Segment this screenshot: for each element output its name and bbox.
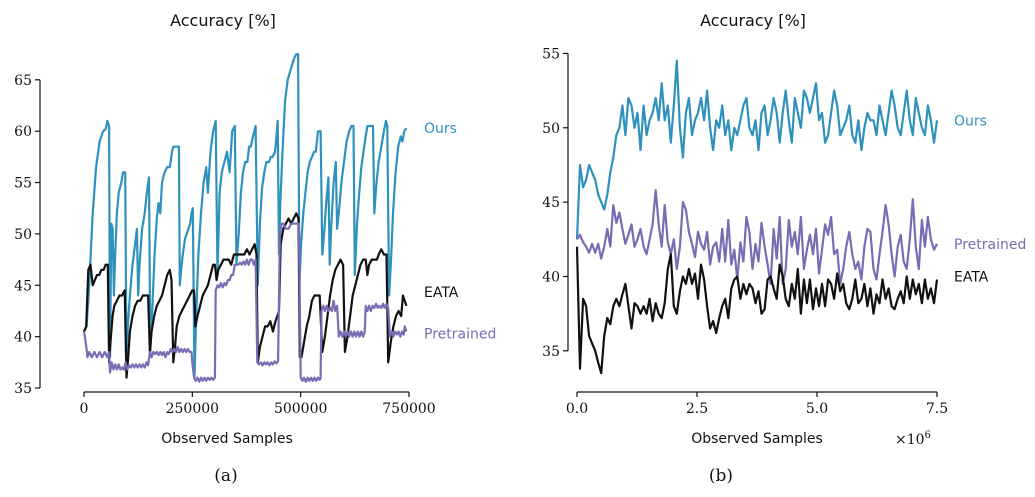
chart-a-x-tick-label: 750000 bbox=[382, 401, 435, 417]
chart-a-y-tick-label: 50 bbox=[14, 227, 32, 243]
chart-a-series-label-eata: EATA bbox=[424, 285, 459, 301]
chart-a-title: Accuracy [%] bbox=[170, 11, 276, 30]
chart-b-series-ours bbox=[575, 59, 939, 240]
chart-b-x-multiplier: ×106 bbox=[895, 430, 931, 448]
chart-a-y-tick-label: 35 bbox=[14, 381, 32, 397]
chart-b-title: Accuracy [%] bbox=[700, 11, 806, 30]
chart-a-series-pretrained bbox=[82, 222, 408, 383]
chart-b-series-label-pretrained: Pretrained bbox=[954, 237, 1026, 253]
chart-a-series-label-pretrained: Pretrained bbox=[424, 327, 496, 343]
chart-a-series-ours bbox=[83, 53, 408, 379]
chart-a: Accuracy [%] 35 40 45 50 55 60 65 0 250000 500000 7… bbox=[14, 11, 496, 447]
chart-b-series-pretrained bbox=[576, 189, 938, 285]
chart-b-y-tick-label: 35 bbox=[542, 344, 560, 360]
chart-a-x-label: Observed Samples bbox=[161, 431, 293, 447]
chart-a-series-eata bbox=[82, 212, 408, 379]
chart-a-x-tick-label: 500000 bbox=[274, 401, 327, 417]
chart-a-y-tick-label: 60 bbox=[14, 124, 32, 140]
chart-a-y-tick-label: 40 bbox=[14, 330, 32, 346]
caption-b: (b) bbox=[708, 466, 734, 486]
chart-a-x-tick-label: 0 bbox=[80, 401, 89, 417]
chart-b-y-tick-label: 55 bbox=[542, 46, 560, 62]
chart-b-x-tick-label: 7.5 bbox=[926, 401, 948, 417]
chart-b-series-eata bbox=[575, 246, 939, 375]
chart-b-y-tick-label: 50 bbox=[542, 121, 560, 137]
caption-a: (a) bbox=[214, 466, 238, 486]
chart-b-x-tick-label: 5.0 bbox=[806, 401, 828, 417]
chart-a-x-tick-label: 250000 bbox=[166, 401, 219, 417]
chart-b-y-tick-label: 45 bbox=[542, 195, 560, 211]
chart-b-x-tick-label: 2.5 bbox=[686, 401, 708, 417]
chart-b-series-label-ours: Ours bbox=[954, 113, 987, 129]
chart-b-y-tick-label: 40 bbox=[542, 269, 560, 285]
chart-a-series-label-ours: Ours bbox=[424, 121, 457, 137]
chart-b-x-label: Observed Samples bbox=[691, 431, 823, 447]
chart-b: Accuracy [%] 35 40 45 50 55 0.0 2.5 5.0 7.5 Observ… bbox=[542, 11, 1026, 448]
chart-a-y-tick-label: 45 bbox=[14, 278, 32, 294]
chart-a-y-tick-label: 65 bbox=[14, 73, 32, 89]
chart-b-series-label-eata: EATA bbox=[954, 269, 989, 285]
chart-b-x-tick-label: 0.0 bbox=[566, 401, 588, 417]
chart-a-y-tick-label: 55 bbox=[14, 176, 32, 192]
